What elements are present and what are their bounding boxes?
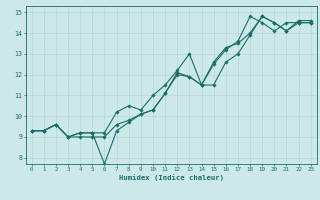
X-axis label: Humidex (Indice chaleur): Humidex (Indice chaleur)	[119, 174, 224, 181]
